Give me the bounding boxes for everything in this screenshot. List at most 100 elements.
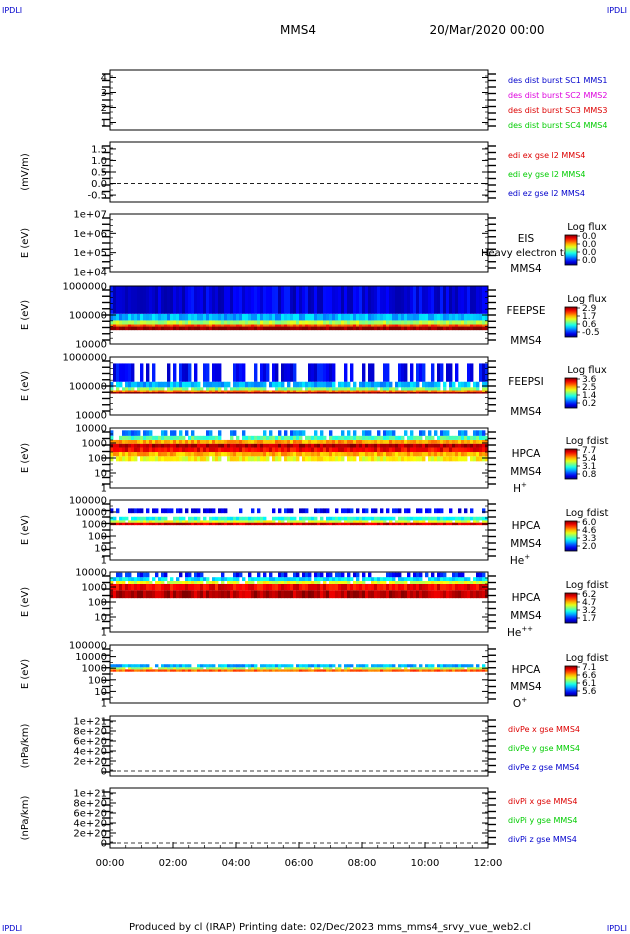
spectrogram-cell: [383, 390, 387, 393]
spectrogram-cell: [470, 439, 474, 444]
spectrogram-cell: [413, 516, 417, 521]
colorbar-title: Log flux: [567, 294, 607, 305]
spectrogram-cell: [371, 324, 375, 327]
spectrogram-cell: [380, 320, 384, 325]
spectrogram-cell: [119, 581, 123, 584]
spectrogram-cell: [125, 313, 129, 321]
spectrogram-cell: [245, 439, 249, 444]
spectrogram-cell: [191, 392, 195, 394]
spectrogram-cell: [203, 669, 207, 672]
spectrogram-cell: [458, 443, 462, 448]
spectrogram-cell: [251, 447, 255, 453]
spectrogram-cell: [278, 520, 282, 523]
spectrogram-cell: [293, 363, 297, 382]
spectrogram-cell: [137, 667, 141, 670]
colorbar-value: 0.0: [582, 232, 597, 242]
spectrogram-cell: [260, 320, 264, 325]
spectrogram-cell: [434, 520, 438, 523]
spectrogram-cell: [371, 577, 375, 582]
spectrogram-feepse: [110, 286, 489, 331]
spectrogram-cell: [128, 443, 132, 448]
spectrogram-cell: [299, 583, 303, 591]
spectrogram-cell: [143, 456, 147, 462]
spectrogram-cell: [398, 508, 402, 514]
spectrogram-cell: [416, 508, 420, 514]
spectrogram-cell: [122, 664, 126, 668]
spectrogram-cell: [179, 313, 183, 321]
spectrogram-cell: [425, 664, 429, 668]
spectrogram-cell: [167, 456, 171, 462]
spectrogram-cell: [182, 363, 186, 382]
x-tick-label: 02:00: [159, 858, 188, 869]
spectrogram-cell: [437, 520, 441, 523]
spectrogram-cell: [386, 443, 390, 448]
spectrogram-cell: [125, 390, 129, 393]
spectrogram-cell: [122, 443, 126, 448]
spectrogram-cell: [134, 664, 138, 668]
spectrogram-cell: [443, 390, 447, 393]
spectrogram-cell: [287, 320, 291, 325]
spectrogram-cell: [305, 572, 309, 578]
spectrogram-cell: [386, 430, 390, 436]
spectrogram-cell: [383, 581, 387, 584]
spectrogram-cell: [287, 452, 291, 457]
spectrogram-cell: [350, 286, 354, 314]
spectrogram-cell: [161, 583, 165, 591]
spectrogram-cell: [332, 443, 336, 448]
spectrogram-cell: [317, 508, 321, 514]
spectrogram-cell: [407, 577, 411, 582]
spectrogram-cell: [185, 387, 189, 391]
spectrogram-cell: [404, 456, 408, 462]
spectrogram-cell: [173, 583, 177, 591]
spectrogram-cell: [425, 435, 429, 440]
spectrogram-cell: [449, 381, 453, 388]
spectrogram-cell: [338, 664, 342, 668]
spectrogram-cell: [311, 324, 315, 327]
spectrogram-cell: [347, 313, 351, 321]
spectrogram-cell: [404, 326, 408, 331]
spectrogram-cell: [308, 326, 312, 331]
spectrogram-cell: [119, 667, 123, 670]
spectrogram-cell: [299, 387, 303, 391]
spectrogram-cell: [389, 669, 393, 672]
spectrogram-cell: [143, 590, 147, 599]
spectrogram-cell: [287, 381, 291, 388]
spectrogram-cell: [446, 286, 450, 314]
spectrogram-cell: [299, 381, 303, 388]
spectrogram-cell: [266, 583, 270, 591]
spectrogram-cell: [155, 443, 159, 448]
spectrogram-cell: [326, 443, 330, 448]
spectrogram-cell: [239, 363, 243, 382]
spectrogram-cell: [362, 583, 366, 591]
spectrogram-cell: [191, 583, 195, 591]
spectrogram-cell: [179, 320, 183, 325]
spectrogram-cell: [143, 286, 147, 314]
spectrogram-cell: [200, 583, 204, 591]
spectrogram-cell: [434, 320, 438, 325]
spectrogram-cell: [332, 392, 336, 394]
spectrogram-cell: [431, 456, 435, 462]
spectrogram-cell: [473, 452, 477, 457]
spectrogram-cell: [260, 577, 264, 582]
spectrogram-cell: [284, 522, 288, 526]
y-axis-label: E (eV): [20, 587, 31, 617]
spectrogram-cell: [170, 667, 174, 670]
spectrogram-cell: [203, 392, 207, 394]
spectrogram-cell: [437, 669, 441, 672]
spectrogram-cell: [230, 667, 234, 670]
spectrogram-cell: [281, 381, 285, 388]
spectrogram-cell: [197, 669, 201, 672]
spectrogram-cell: [482, 447, 486, 453]
spectrogram-cell: [320, 664, 324, 668]
spectrogram-cell: [158, 326, 162, 331]
spectrogram-cell: [185, 324, 189, 327]
spectrogram-cell: [434, 508, 438, 514]
spectrogram-cell: [116, 667, 120, 670]
spectrogram-cell: [383, 326, 387, 331]
spectrogram-cell: [185, 583, 189, 591]
spectrogram-cell: [485, 447, 489, 453]
spectrogram-cell: [248, 387, 252, 391]
spectrogram-cell: [212, 664, 216, 668]
spectrogram-cell: [260, 516, 264, 521]
